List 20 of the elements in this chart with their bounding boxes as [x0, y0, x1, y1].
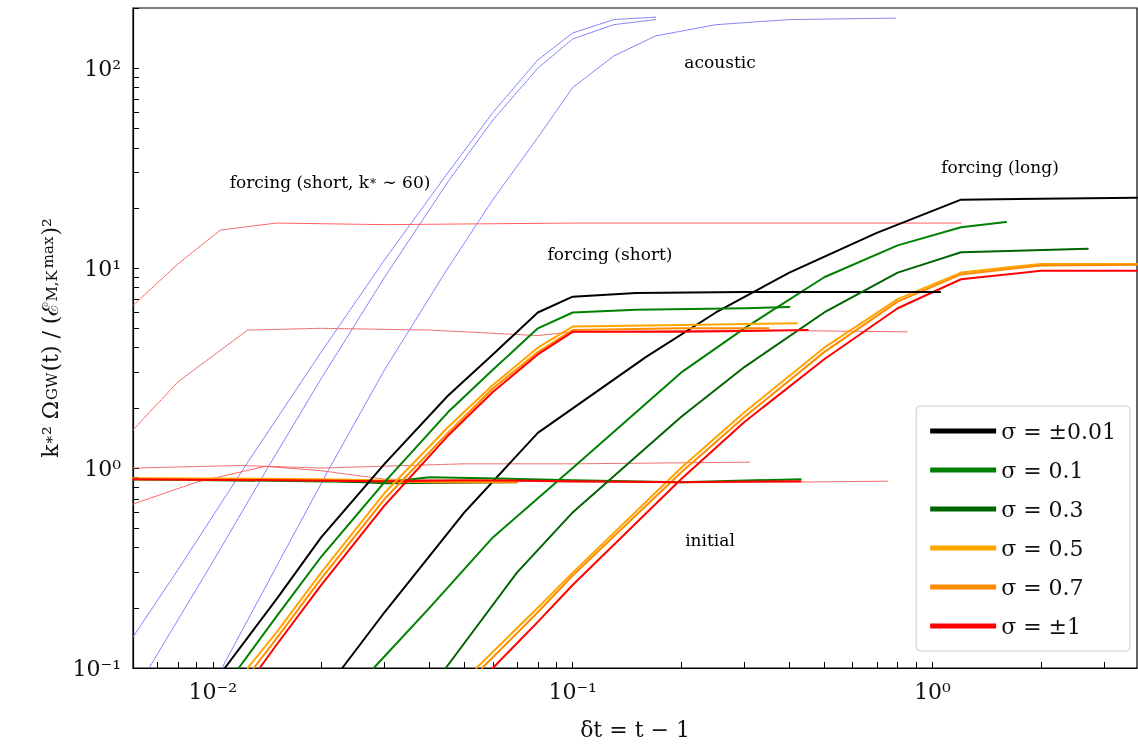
legend-label: σ = 0.5: [1001, 535, 1084, 561]
legend-label: σ = 0.7: [1001, 574, 1084, 600]
legend-label: σ = 0.3: [1001, 496, 1084, 522]
y-axis-title: k*² ΩGW(t) / (ℰM,Kmax)²: [37, 218, 63, 458]
y-tick-label: 10²: [84, 55, 121, 81]
y-tick-label: 10⁻¹: [72, 655, 121, 681]
annotation: acoustic: [684, 52, 756, 72]
legend-label: σ = ±0.01: [1001, 418, 1116, 444]
legend-label: σ = ±1: [1001, 613, 1082, 639]
x-tick-label: 10⁻¹: [548, 678, 597, 704]
y-tick-label: 10⁰: [84, 455, 122, 481]
x-tick-label: 10⁻²: [188, 678, 238, 704]
x-tick-label: 10⁰: [914, 678, 952, 704]
annotation: forcing (long): [941, 157, 1059, 177]
legend-label: σ = 0.1: [1001, 457, 1084, 483]
x-axis-title: δt = t − 1: [580, 716, 690, 742]
annotation: initial: [685, 530, 735, 550]
y-tick-label: 10¹: [84, 255, 121, 281]
annotation: forcing (short, k* ∼ 60): [229, 172, 431, 192]
annotation: forcing (short): [547, 244, 673, 264]
